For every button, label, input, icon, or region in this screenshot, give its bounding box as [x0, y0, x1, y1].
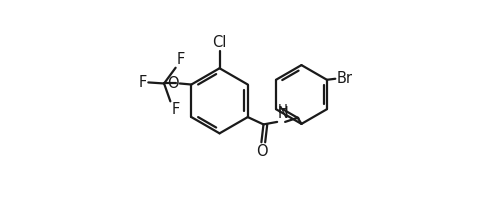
Text: H: H: [278, 103, 287, 116]
Text: O: O: [167, 76, 179, 91]
Text: F: F: [139, 75, 147, 90]
Text: F: F: [172, 102, 179, 117]
Text: N: N: [278, 106, 289, 121]
Text: F: F: [176, 52, 185, 67]
Text: Br: Br: [336, 71, 352, 86]
Text: O: O: [256, 144, 268, 159]
Text: Cl: Cl: [212, 35, 226, 50]
